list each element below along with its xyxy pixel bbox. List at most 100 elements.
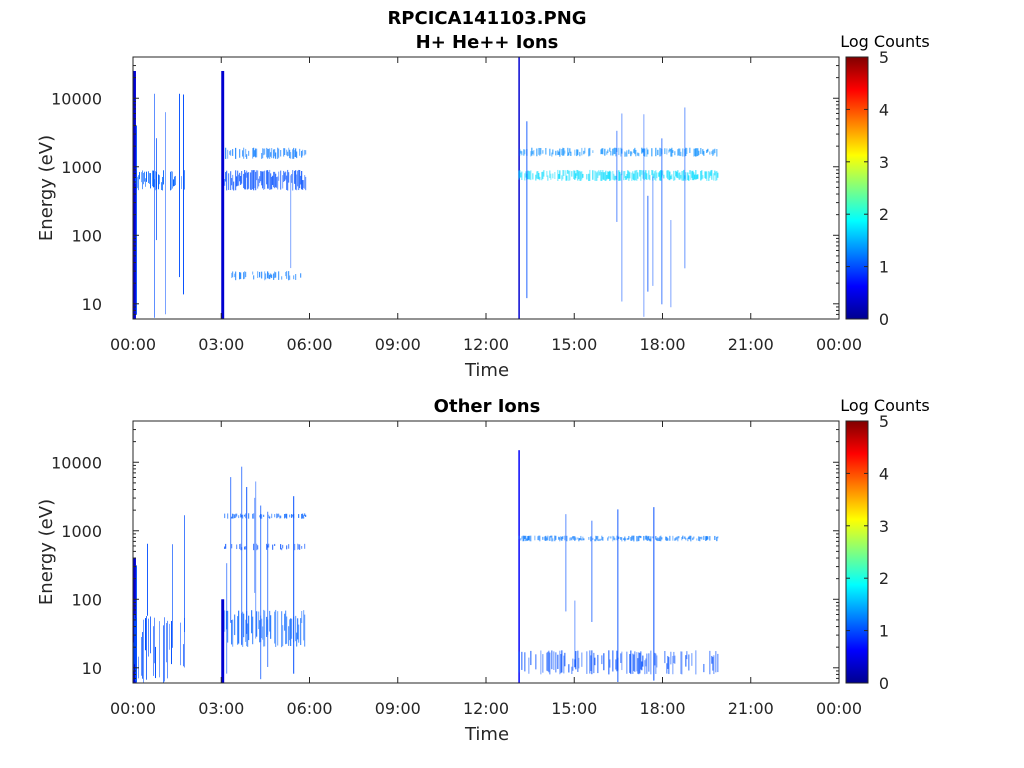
panel-other-ions: Other Ions 00:00 03:00 06:00 09:00 12:00 15:0… xyxy=(36,396,930,745)
spectrogram-cell xyxy=(241,466,243,645)
spectrogram-cell xyxy=(568,664,570,673)
spectrogram-cell xyxy=(654,652,656,666)
spectrogram-cell xyxy=(668,149,670,153)
spectrogram-cell xyxy=(297,618,299,640)
spectrogram-cell xyxy=(291,618,293,639)
x-tick-label: 00:00 xyxy=(110,335,156,354)
spectrogram-cell xyxy=(159,175,160,185)
spectrogram-cell xyxy=(687,537,689,542)
spectrogram-cell xyxy=(146,171,147,182)
spectrogram-cell xyxy=(524,149,526,155)
colorbar-tick-label: 0 xyxy=(879,310,889,329)
spectrogram-cell xyxy=(520,538,522,541)
spectrogram-cell xyxy=(646,147,648,157)
spectrogram-cell xyxy=(621,651,623,671)
spectrogram-cell xyxy=(574,149,576,156)
spectrogram-cell xyxy=(542,171,544,180)
spectrogram-cell xyxy=(616,650,618,672)
spectrogram-cell xyxy=(615,147,617,157)
spectrogram-cell xyxy=(245,148,247,157)
spectrogram-cell xyxy=(617,509,619,682)
spectrogram-cell xyxy=(686,148,688,154)
spectrogram-cell xyxy=(184,515,185,632)
spectrogram-cell xyxy=(559,170,561,179)
spectrogram-cell xyxy=(627,537,629,541)
spectrogram-cell xyxy=(134,614,135,665)
spectrogram-cell xyxy=(278,148,280,158)
spectrogram-cell xyxy=(528,657,530,674)
spectrogram-cell xyxy=(568,171,570,181)
spectrogram-cell xyxy=(571,666,573,675)
spectrogram-cell xyxy=(283,170,285,182)
spectrogram-cell xyxy=(539,147,541,156)
spectrogram-cell xyxy=(581,652,583,667)
spectrogram-cell xyxy=(158,174,159,190)
spectrogram-cell xyxy=(588,148,590,157)
spectrogram-cell xyxy=(678,535,680,539)
spectrogram-cell xyxy=(625,152,627,157)
spectrogram-cell xyxy=(597,654,599,674)
spectrogram-cell xyxy=(304,513,306,516)
spectrogram-cell xyxy=(559,148,561,157)
spectrogram-cell xyxy=(231,272,233,279)
spectrogram-cell xyxy=(628,149,630,154)
spectrogram-cell xyxy=(674,151,676,156)
spectrogram-cell xyxy=(581,171,583,180)
spectrogram-cell xyxy=(530,535,532,542)
spectrogram-cell xyxy=(621,113,623,302)
spectrogram-cell xyxy=(521,151,523,156)
spectrogram-cell xyxy=(142,632,143,679)
spectrogram-cell xyxy=(633,535,635,542)
spectrogram-cell xyxy=(287,151,289,157)
spectrogram-cell xyxy=(559,650,561,675)
spectrogram-cell xyxy=(529,535,531,542)
spectrogram-cell xyxy=(659,536,661,542)
spectrogram-cell xyxy=(686,651,688,660)
spectrogram-cell xyxy=(557,169,559,181)
spectrogram-cell xyxy=(544,536,546,541)
spectrogram-cell xyxy=(676,536,678,540)
spectrogram-cell xyxy=(232,619,234,647)
spectrogram-cell xyxy=(600,538,602,541)
spectrogram-cell xyxy=(689,535,691,540)
spectrogram-cell xyxy=(590,655,592,672)
panel-h-he-ions: H+ He++ Ions 00:00 03:00 06:00 09:00 12:00 15… xyxy=(36,32,930,381)
spectrogram-cell xyxy=(588,173,590,181)
spectrogram-cell xyxy=(703,151,705,156)
spectrogram-cell xyxy=(658,538,660,542)
spectrogram-cell xyxy=(681,651,683,675)
spectrogram-cell xyxy=(261,171,263,186)
spectrogram-cell xyxy=(688,175,690,181)
spectrogram-cell xyxy=(684,536,686,539)
spectrogram-cell xyxy=(682,535,684,539)
spectrogram-cell xyxy=(277,513,279,518)
spectrogram-cell xyxy=(613,173,615,181)
spectrogram-cell xyxy=(695,148,697,157)
spectrogram-cell xyxy=(536,171,538,179)
spectrogram-cell xyxy=(598,169,600,176)
spectrogram-cell xyxy=(606,174,608,180)
spectrogram-cell xyxy=(234,514,236,519)
spectrogram-cell xyxy=(240,175,242,185)
spectrogram-cell xyxy=(300,618,302,646)
spectrogram-cell xyxy=(583,150,585,155)
spectrogram-cell xyxy=(537,536,539,541)
spectrogram-cell xyxy=(552,173,554,179)
x-tick-label: 18:00 xyxy=(639,335,685,354)
spectrogram-cell xyxy=(638,535,640,542)
spectrogram-cell xyxy=(288,544,290,549)
spectrogram-cell xyxy=(264,148,266,155)
spectrogram-cell xyxy=(716,149,718,157)
spectrogram-cell xyxy=(280,170,282,190)
spectrogram-cell xyxy=(141,636,142,676)
spectrogram-cell xyxy=(286,271,288,279)
spectrogram-cell xyxy=(144,171,145,182)
spectrogram-cell xyxy=(271,148,273,159)
spectrogram-cell xyxy=(634,170,636,181)
spectrogram-cell xyxy=(181,176,182,190)
spectrogram-cell xyxy=(655,653,657,674)
spectrogram-cell xyxy=(272,175,274,185)
spectrogram-cell xyxy=(612,148,614,156)
spectrogram-cell xyxy=(248,150,250,156)
spectrogram-cell xyxy=(635,149,637,157)
